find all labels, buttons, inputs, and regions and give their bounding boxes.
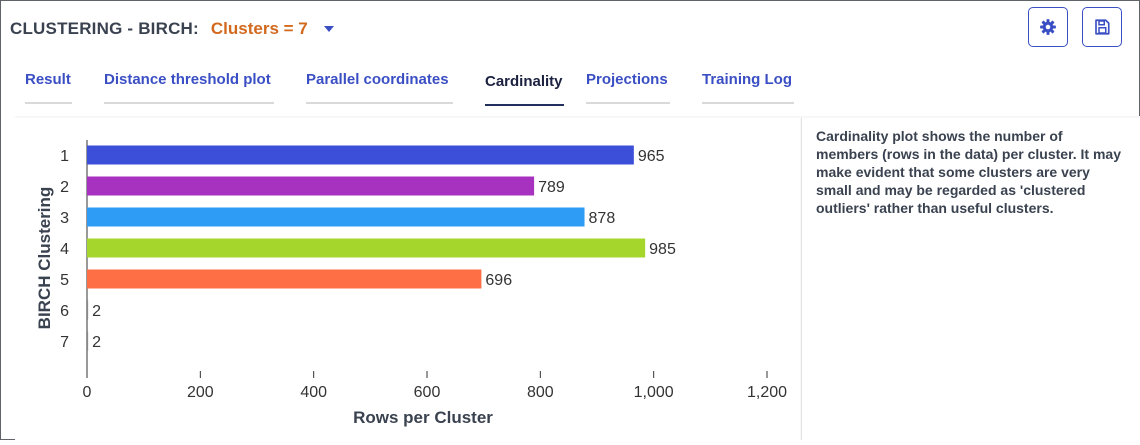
clusters-dropdown-value: Clusters = 7 xyxy=(210,19,308,38)
tab-result[interactable]: Result xyxy=(25,62,72,104)
description-text: Cardinality plot shows the number of mem… xyxy=(816,128,1121,216)
tab-projections[interactable]: Projections xyxy=(586,62,670,104)
x-axis-title: Rows per Cluster xyxy=(353,408,493,427)
y-tick-label-2: 2 xyxy=(60,179,69,196)
bar-cluster-3 xyxy=(87,207,585,227)
bar-cluster-1 xyxy=(87,145,634,165)
tab-cardinality[interactable]: Cardinality xyxy=(485,64,564,106)
x-tick-label-6: 1,200 xyxy=(747,384,787,401)
tab-bar: Result Distance threshold plot Parallel … xyxy=(0,62,1140,114)
y-tick-label-7: 7 xyxy=(60,334,69,351)
clusters-dropdown[interactable]: Clusters = 7 xyxy=(211,19,334,39)
description-panel: Cardinality plot shows the number of mem… xyxy=(801,118,1140,440)
y-tick-label-5: 5 xyxy=(60,272,69,289)
cardinality-chart: 1 965 2 789 3 878 4 985 5 696 6 2 7 2 0 200 400 600 800 1,0… xyxy=(35,140,787,427)
data-label-cluster-3: 878 xyxy=(589,210,616,227)
x-tick-label-4: 800 xyxy=(527,384,554,401)
x-tick-label-2: 400 xyxy=(300,384,327,401)
chart-panel: 1 965 2 789 3 878 4 985 5 696 6 2 7 2 0 200 400 600 800 1,0… xyxy=(15,118,800,440)
page-title: CLUSTERING - BIRCH: xyxy=(10,19,199,38)
bar-cluster-7 xyxy=(87,331,89,351)
tab-distance-threshold-plot[interactable]: Distance threshold plot xyxy=(104,62,274,104)
bar-cluster-4 xyxy=(87,238,646,258)
y-tick-label-1: 1 xyxy=(60,148,69,165)
bar-cluster-2 xyxy=(87,176,535,196)
gear-icon xyxy=(1040,19,1056,35)
settings-button[interactable] xyxy=(1028,7,1068,47)
bar-cluster-6 xyxy=(87,300,89,320)
tab-training-log[interactable]: Training Log xyxy=(702,62,794,104)
caret-down-icon xyxy=(323,26,334,32)
y-tick-label-4: 4 xyxy=(60,241,69,258)
data-label-cluster-2: 789 xyxy=(538,179,565,196)
x-tick-label-0: 0 xyxy=(83,384,92,401)
bar-cluster-5 xyxy=(87,269,482,289)
tab-parallel-coordinates[interactable]: Parallel coordinates xyxy=(306,62,453,104)
data-label-cluster-7: 2 xyxy=(92,334,101,351)
save-button[interactable] xyxy=(1082,7,1122,47)
y-tick-label-6: 6 xyxy=(60,303,69,320)
x-tick-label-5: 1,000 xyxy=(634,384,674,401)
data-label-cluster-5: 696 xyxy=(485,272,512,289)
x-tick-label-3: 600 xyxy=(414,384,441,401)
data-label-cluster-1: 965 xyxy=(638,148,665,165)
save-icon xyxy=(1095,19,1110,35)
x-tick-label-1: 200 xyxy=(187,384,214,401)
y-axis-title: BIRCH Clustering xyxy=(35,187,54,330)
data-label-cluster-4: 985 xyxy=(649,241,676,258)
data-label-cluster-6: 2 xyxy=(92,303,101,320)
y-tick-label-3: 3 xyxy=(60,210,69,227)
header: CLUSTERING - BIRCH: Clusters = 7 xyxy=(10,17,334,41)
